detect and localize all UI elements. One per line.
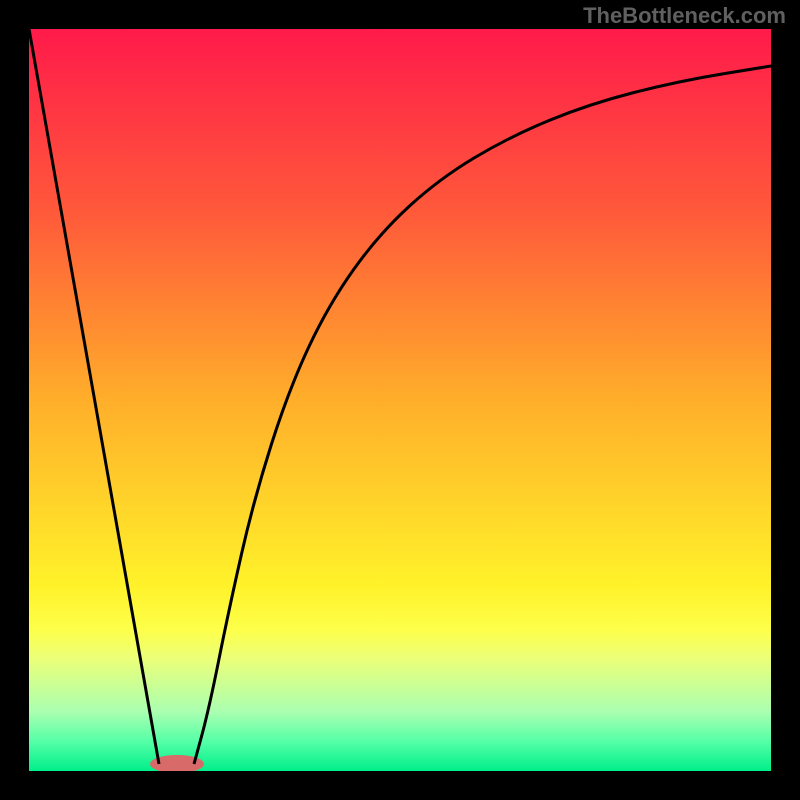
curve-left-branch — [29, 29, 159, 764]
chart-container: TheBottleneck.com — [0, 0, 800, 800]
plot-area — [29, 29, 771, 771]
watermark-text: TheBottleneck.com — [583, 3, 786, 29]
curve-right-branch — [194, 66, 771, 764]
curve-layer — [29, 29, 771, 771]
